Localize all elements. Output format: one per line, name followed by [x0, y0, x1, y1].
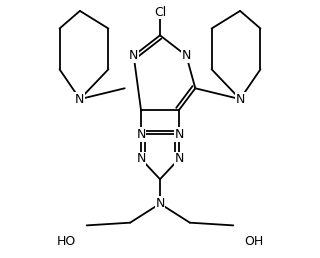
Text: OH: OH: [244, 235, 263, 248]
Text: N: N: [136, 152, 146, 165]
Text: N: N: [129, 49, 138, 62]
Text: N: N: [174, 128, 184, 141]
Text: N: N: [236, 93, 245, 106]
Text: N: N: [136, 128, 146, 141]
Text: HO: HO: [57, 235, 76, 248]
Text: N: N: [182, 49, 191, 62]
Text: N: N: [155, 197, 165, 210]
Text: Cl: Cl: [154, 6, 166, 19]
Text: N: N: [174, 152, 184, 165]
Text: N: N: [75, 93, 84, 106]
